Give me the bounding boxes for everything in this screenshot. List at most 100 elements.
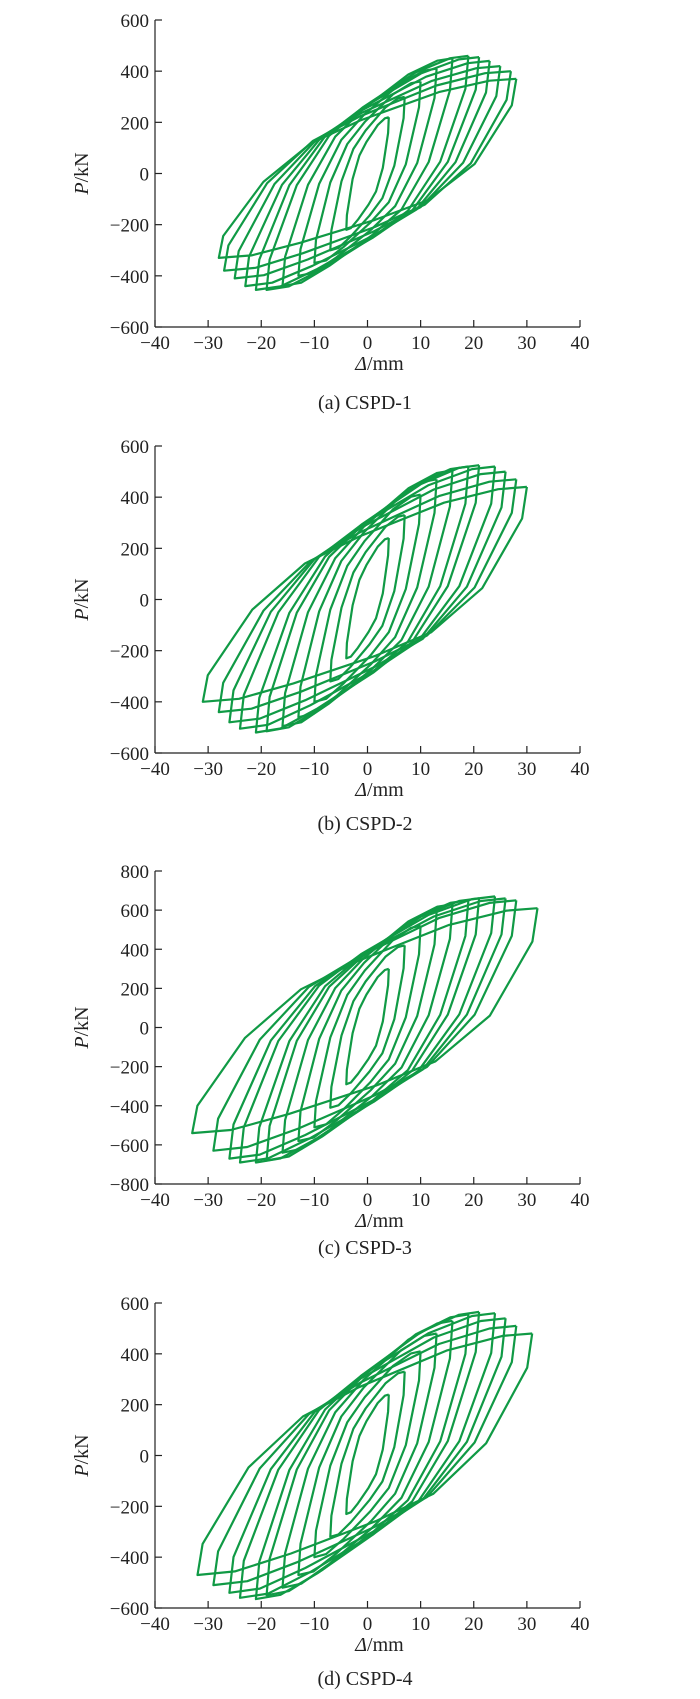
- y-tick-label: 800: [121, 862, 150, 883]
- hysteresis-curves: [217, 54, 518, 291]
- x-tick-label: 0: [363, 759, 373, 780]
- y-tick-label: 600: [121, 11, 150, 32]
- hysteresis-loop: [212, 1324, 518, 1587]
- x-tick-label: −30: [193, 1190, 223, 1211]
- x-tick-label: 40: [571, 333, 590, 354]
- hysteresis-loop: [345, 537, 390, 660]
- hysteresis-loop: [329, 514, 406, 683]
- y-tick-label: 0: [140, 1019, 150, 1040]
- hysteresis-curves: [201, 464, 528, 734]
- x-tick-label: −10: [300, 1190, 330, 1211]
- x-tick-label: −20: [246, 759, 276, 780]
- y-tick-label: 0: [140, 591, 150, 612]
- y-tick-label: 200: [121, 979, 150, 1000]
- hysteresis-loop: [254, 1310, 481, 1601]
- y-axis-label: P/kN: [71, 1006, 93, 1049]
- x-tick-label: 0: [363, 333, 373, 354]
- hysteresis-loop: [238, 465, 497, 730]
- panel-cspd-3: (c) CSPD-3 −800 −600 −40 0 −200 0 200 400 600 800…: [71, 862, 590, 1259]
- x-tick-label: −10: [300, 1614, 330, 1635]
- x-tick-label: 20: [464, 1614, 483, 1635]
- hysteresis-loop: [254, 464, 481, 734]
- x-tick-label: 40: [571, 759, 590, 780]
- y-axis-label: P/kN: [71, 1434, 93, 1477]
- hysteresis-loop: [223, 70, 512, 272]
- y-tick-label: 400: [121, 1345, 150, 1366]
- x-tick-label: 0: [363, 1190, 373, 1211]
- y-tick-label: −600: [110, 318, 149, 339]
- y-axis-label: P/kN: [71, 152, 93, 195]
- x-axis-label: Δ/mm: [354, 779, 404, 801]
- y-tick-label: 400: [121, 940, 150, 961]
- y-tick-label: −400: [110, 693, 149, 714]
- y-tick-label: 600: [121, 901, 150, 922]
- y-tick-label: −800: [110, 1175, 149, 1196]
- x-tick-label: −40: [140, 759, 170, 780]
- x-tick-label: −20: [246, 1190, 276, 1211]
- y-tick-label: 200: [121, 113, 150, 134]
- panel-caption: (d) CSPD-4: [317, 1668, 412, 1690]
- y-tick-label: −600: [110, 744, 149, 765]
- y-tick-label: 400: [121, 488, 150, 509]
- x-tick-label: 30: [517, 1614, 536, 1635]
- y-tick-label: −400: [110, 267, 149, 288]
- y-tick-label: −200: [110, 216, 149, 237]
- y-tick-label: −200: [110, 1497, 149, 1518]
- y-tick-label: −400: [110, 1548, 149, 1569]
- x-tick-label: 0: [363, 1614, 373, 1635]
- panel-caption: (a) CSPD-1: [318, 392, 412, 414]
- hysteresis-loop: [233, 65, 502, 280]
- x-tick-label: −40: [140, 1614, 170, 1635]
- y-tick-label: 200: [121, 539, 150, 560]
- x-tick-label: −40: [140, 333, 170, 354]
- x-tick-label: −40: [140, 1190, 170, 1211]
- y-tick-label: 600: [121, 437, 150, 458]
- y-tick-label: 0: [140, 165, 150, 186]
- hysteresis-loop: [217, 77, 518, 259]
- hysteresis-loop: [313, 493, 422, 703]
- hysteresis-loop: [329, 1370, 406, 1538]
- hysteresis-loop: [329, 944, 406, 1109]
- hysteresis-loop: [201, 485, 528, 703]
- x-tick-label: 20: [464, 759, 483, 780]
- x-tick-label: 30: [517, 1190, 536, 1211]
- hysteresis-loop: [238, 895, 497, 1164]
- x-tick-label: −20: [246, 1614, 276, 1635]
- hysteresis-loop: [345, 967, 390, 1086]
- hysteresis-curves: [196, 1310, 534, 1601]
- y-tick-label: −600: [110, 1136, 149, 1157]
- x-axis-label: Δ/mm: [354, 1210, 404, 1232]
- x-tick-label: −30: [193, 1614, 223, 1635]
- y-tick-label: 400: [121, 62, 150, 83]
- y-tick-label: 600: [121, 1294, 150, 1315]
- x-tick-label: 20: [464, 1190, 483, 1211]
- hysteresis-curves: [191, 895, 539, 1164]
- y-tick-label: −200: [110, 1058, 149, 1079]
- y-tick-label: −600: [110, 1599, 149, 1620]
- x-tick-label: −30: [193, 759, 223, 780]
- hysteresis-loop: [254, 56, 481, 291]
- hysteresis-loop: [212, 899, 518, 1152]
- hysteresis-loop: [238, 1312, 497, 1599]
- x-tick-label: 10: [411, 333, 430, 354]
- y-tick-label: −200: [110, 642, 149, 663]
- hysteresis-loop: [345, 116, 390, 231]
- hysteresis-loop: [228, 470, 507, 724]
- x-tick-label: −10: [300, 759, 330, 780]
- y-tick-label: 0: [140, 1447, 150, 1468]
- hysteresis-loop: [191, 907, 539, 1135]
- hysteresis-loop: [196, 1332, 534, 1577]
- x-tick-label: 40: [571, 1614, 590, 1635]
- x-tick-label: 20: [464, 333, 483, 354]
- panel-caption: (c) CSPD-3: [318, 1237, 412, 1259]
- panel-caption: (b) CSPD-2: [317, 813, 412, 835]
- hysteresis-loop: [217, 478, 518, 714]
- x-axis-label: Δ/mm: [354, 353, 404, 375]
- hysteresis-loop: [254, 897, 481, 1164]
- hysteresis-loop: [345, 1393, 390, 1516]
- hysteresis-loop: [244, 59, 491, 288]
